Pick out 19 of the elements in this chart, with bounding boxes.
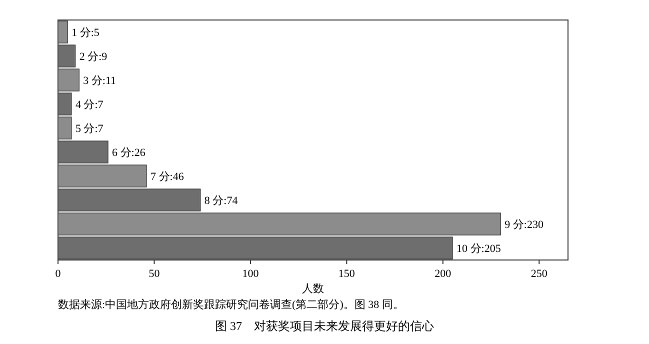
data-label: 4 分:7	[75, 99, 104, 111]
text: 图 37 对获奖项目未来发展得更好的信心	[215, 319, 434, 333]
data-label: 10 分:205	[456, 243, 502, 255]
data-label: 5 分:7	[75, 123, 104, 135]
data-label: 2 分:9	[79, 51, 108, 63]
data-label: 1 分:5	[72, 27, 100, 39]
data-label: 6 分:26	[112, 147, 146, 159]
data-label: 3 分:11	[83, 75, 116, 87]
x-tick-label: 200	[434, 268, 452, 280]
source-note: 数据来源:中国地方政府创新奖跟踪研究问卷调查(第二部分)。图 38 同。	[58, 298, 404, 311]
x-tick-label: 50	[148, 268, 160, 280]
x-tick-label: 150	[338, 268, 356, 280]
data-label: 7 分:46	[150, 171, 184, 183]
x-axis-title: 人数	[302, 283, 324, 295]
data-label: 9 分:230	[504, 219, 544, 231]
x-tick-label: 100	[242, 268, 260, 280]
x-tick-label: 250	[530, 268, 548, 280]
x-tick-label: 0	[55, 268, 62, 280]
data-label: 8 分:74	[204, 195, 238, 207]
